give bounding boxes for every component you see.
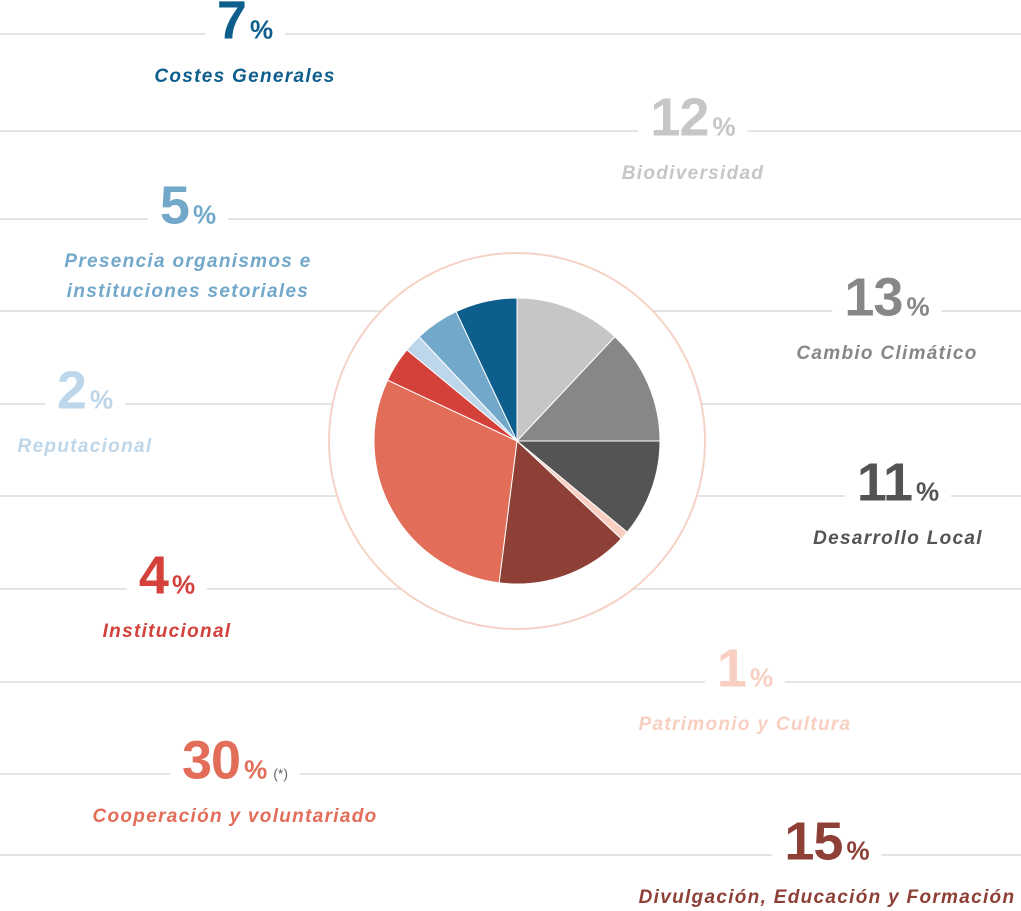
category-label: Reputacional	[17, 436, 153, 457]
category-label: Cooperación y voluntariado	[92, 806, 378, 827]
value: 15	[784, 811, 843, 872]
category-label: Desarrollo Local	[813, 528, 983, 549]
category-label: Cambio Climático	[796, 343, 978, 364]
unit: %	[244, 754, 268, 785]
unit: %	[906, 291, 930, 322]
value: 4	[138, 545, 169, 606]
value-label: 5%	[147, 174, 229, 237]
category-label: Costes Generales	[154, 66, 336, 87]
unit: %	[249, 14, 274, 45]
value: 11	[856, 452, 913, 513]
unit: %	[846, 835, 870, 866]
value: 13	[844, 267, 903, 328]
unit: %	[171, 569, 196, 600]
value-label: 2%	[44, 359, 126, 422]
value-label: 15%	[772, 810, 882, 873]
value-label: 12%	[638, 86, 748, 149]
value-label: 4%	[126, 544, 208, 607]
unit: %	[915, 476, 940, 507]
unit: %	[712, 111, 736, 142]
value: 1	[716, 638, 747, 699]
unit: %	[89, 384, 114, 415]
pie-slice	[373, 379, 518, 584]
value: 7	[216, 0, 247, 51]
pie-slice	[515, 440, 661, 533]
pie-slice	[455, 297, 518, 442]
pie-slice	[516, 297, 616, 443]
category-label: Divulgación, Educación y Formación	[638, 887, 1016, 908]
value-label: 11%	[844, 451, 952, 514]
value-label: 1%	[704, 637, 786, 700]
category-label: Patrimonio y Cultura	[638, 714, 852, 735]
value: 12	[650, 87, 709, 148]
value: 30	[182, 730, 241, 791]
category-label: Institucional	[102, 621, 232, 642]
unit: %	[192, 199, 217, 230]
value-label: 13%	[832, 266, 942, 329]
unit: %	[749, 662, 774, 693]
value: 2	[56, 360, 87, 421]
value-label: 30% (*)	[170, 729, 300, 792]
annotation: (*)	[273, 765, 288, 782]
pie-slice	[498, 439, 622, 585]
value: 5	[159, 175, 190, 236]
pie-slice	[515, 336, 661, 442]
category-label: Biodiversidad	[621, 163, 765, 184]
category-label: Presencia organismos e instituciones set…	[64, 251, 312, 302]
value-label: 7%	[204, 0, 286, 52]
